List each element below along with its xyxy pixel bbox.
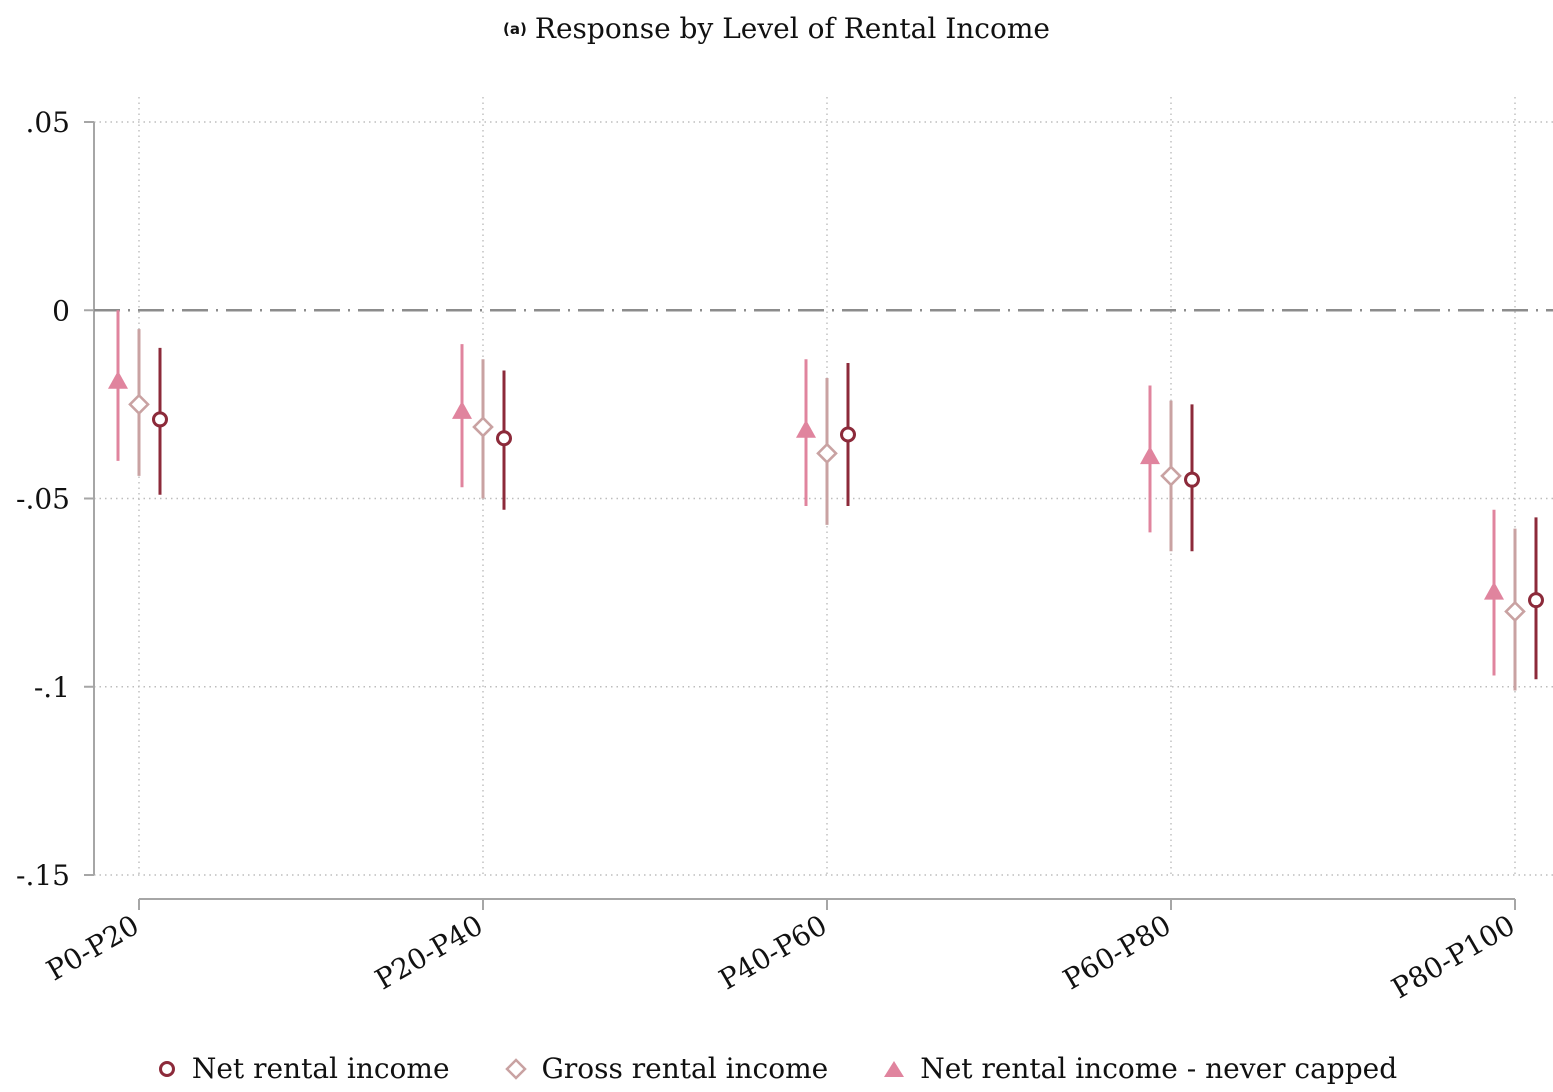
diamond-point [1504,600,1526,623]
triangle-marker-icon [884,1060,905,1077]
triangle-point [108,370,128,389]
y-tick-label: -.05 [16,483,70,516]
diamond-point [1160,465,1182,487]
x-tick-label: P40-P60 [713,908,832,996]
x-tick-label: P0-P20 [41,908,145,987]
diamond-point [816,442,838,465]
data-series [108,310,1544,691]
triangle-point [796,419,816,438]
chart-title: (a) Response by Level of Rental Income [0,12,1553,45]
x-tick-label: P60-P80 [1057,908,1176,996]
series-triangle [108,310,1504,676]
coefficient-plot: .05 0 -.05 -.1 -.15 P0-P20 P20-P40 P40-P60 P60-P… [16,97,1553,1005]
chart-title-text: Response by Level of Rental Income [534,12,1050,45]
y-tick-label: 0 [52,294,70,327]
x-tick-label: P80-P100 [1386,908,1520,1005]
x-tick-label: P20-P40 [369,908,488,996]
y-tick-label: .05 [25,106,70,139]
series-circle [152,347,1544,680]
grid-lines [94,97,1553,876]
series-diamond [128,329,1526,691]
legend-item-net: Net rental income [156,1052,450,1085]
diamond-point [472,416,494,438]
legend-label-gross: Gross rental income [541,1052,829,1085]
circle-marker-icon [158,1060,175,1077]
axes: .05 0 -.05 -.1 -.15 P0-P20 P20-P40 P40-P60 P60-P… [16,106,1553,1005]
circle-point [840,426,856,443]
y-tick-label: -.1 [34,671,70,704]
circle-point [1184,471,1200,488]
circle-point [152,411,168,428]
subfigure-tag: (a) [503,20,527,38]
legend-label-never-capped: Net rental income - never capped [920,1052,1398,1085]
circle-point [1528,592,1544,609]
diamond-point [128,393,150,416]
legend-item-never-capped: Net rental income - never capped [882,1052,1397,1085]
triangle-point [1140,446,1160,465]
triangle-point [1484,581,1504,600]
legend: Net rental income Gross rental income Ne… [0,1052,1553,1085]
legend-label-net: Net rental income [191,1052,450,1085]
triangle-point [452,400,472,419]
y-tick-label: -.15 [16,859,70,892]
legend-item-gross: Gross rental income [504,1052,829,1085]
circle-point [496,430,512,447]
diamond-marker-icon [504,1057,527,1080]
